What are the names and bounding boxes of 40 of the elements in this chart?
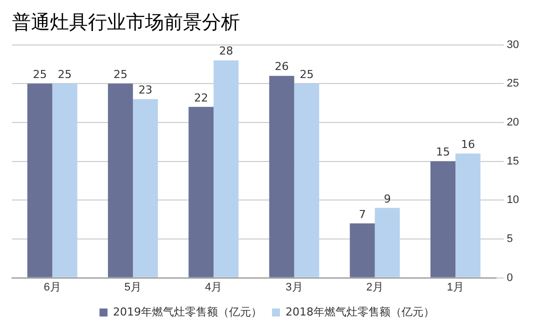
bar xyxy=(374,208,400,278)
y-tick-label: 30 xyxy=(506,38,520,51)
bar xyxy=(214,60,239,278)
legend-label: 2018年燃气灶零售额（亿元） xyxy=(286,305,434,318)
data-label: 25 xyxy=(300,68,314,81)
bar xyxy=(430,161,456,278)
x-tick-label: 4月 xyxy=(205,281,222,294)
data-label: 7 xyxy=(358,208,366,221)
x-tick-label: 1月 xyxy=(446,281,464,294)
data-label: 25 xyxy=(58,68,72,81)
data-label: 15 xyxy=(436,146,450,159)
data-label: 25 xyxy=(32,68,47,81)
bar xyxy=(188,106,214,278)
bar xyxy=(455,154,480,278)
y-tick-label: 20 xyxy=(506,116,520,128)
x-tick-label: 6月 xyxy=(44,281,61,294)
data-label: 25 xyxy=(113,68,128,81)
x-tick-label: 5月 xyxy=(124,281,142,294)
bar xyxy=(132,99,158,278)
data-label: 23 xyxy=(138,84,152,97)
y-tick-label: 15 xyxy=(506,155,520,168)
y-tick-label: 0 xyxy=(506,272,513,284)
chart-title: 普通灶具行业市场前景分析 xyxy=(12,11,240,34)
data-label: 26 xyxy=(274,60,289,74)
y-tick-label: 25 xyxy=(506,78,520,90)
data-label: 9 xyxy=(384,192,391,206)
legend-label: 2019年燃气灶零售额（亿元） xyxy=(113,305,262,318)
bar xyxy=(350,223,375,278)
data-label: 16 xyxy=(460,138,475,151)
data-label: 22 xyxy=(194,91,208,104)
x-tick-label: 2月 xyxy=(366,281,384,294)
data-label: 28 xyxy=(219,44,234,58)
bar xyxy=(52,84,78,278)
bar xyxy=(108,84,133,278)
bar xyxy=(269,76,294,278)
bar xyxy=(294,84,320,278)
y-tick-label: 5 xyxy=(506,233,513,245)
x-tick-label: 3月 xyxy=(286,281,303,294)
bar xyxy=(27,84,52,278)
y-tick-label: 10 xyxy=(506,194,520,206)
